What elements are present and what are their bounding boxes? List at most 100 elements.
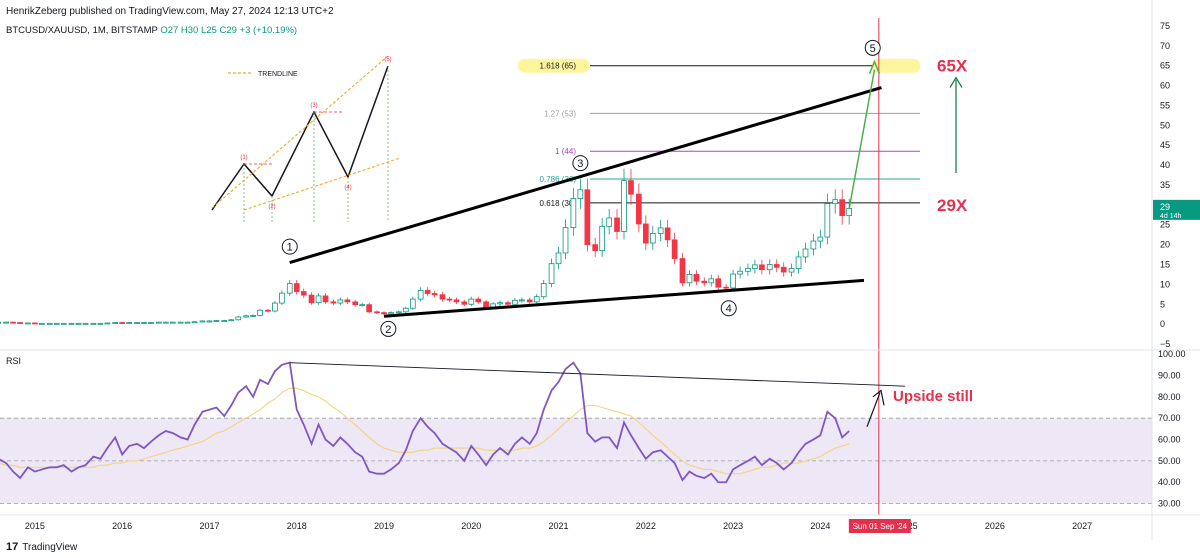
candle-body bbox=[141, 322, 147, 324]
rsi-axis-tick: 50.00 bbox=[1158, 456, 1181, 466]
fib-level-label: 1.618 (65) bbox=[540, 62, 577, 71]
time-cursor-label: Sun 01 Sep '24 bbox=[853, 522, 908, 531]
price-axis-tick: 70 bbox=[1160, 41, 1170, 51]
candle-body bbox=[606, 217, 613, 227]
candle-body bbox=[177, 321, 184, 324]
annotation-65x: 65X bbox=[937, 57, 968, 76]
candle-body bbox=[228, 319, 235, 322]
candle-body bbox=[0, 321, 2, 324]
rsi-divergence-line bbox=[289, 362, 906, 387]
candle-body bbox=[555, 252, 562, 265]
wave-label: 1 bbox=[287, 242, 293, 254]
price-axis-tick: 5 bbox=[1160, 299, 1165, 309]
candle-body bbox=[505, 302, 511, 305]
price-axis-tick: 40 bbox=[1160, 160, 1170, 170]
candle-body bbox=[366, 304, 373, 313]
candle-body bbox=[148, 322, 154, 324]
rsi-axis-tick: 70.00 bbox=[1158, 413, 1181, 423]
candle-body bbox=[730, 273, 736, 289]
candle-body bbox=[53, 322, 60, 325]
wave-label: 4 bbox=[726, 303, 732, 315]
candle-body bbox=[126, 322, 133, 324]
candle-body bbox=[475, 298, 482, 303]
candle-body bbox=[293, 283, 300, 292]
candle-body bbox=[562, 227, 569, 254]
price-axis-tick: 50 bbox=[1160, 120, 1170, 130]
candle-body bbox=[82, 322, 89, 325]
tradingview-logo-icon: 17 bbox=[6, 541, 19, 553]
time-axis-label: 2018 bbox=[287, 521, 307, 531]
candle-body bbox=[359, 304, 366, 307]
candle-body bbox=[395, 311, 402, 314]
candle-body bbox=[409, 298, 416, 309]
candle-body bbox=[119, 322, 126, 324]
time-axis-label: 2016 bbox=[112, 521, 132, 531]
inset-wave-label: (1) bbox=[240, 155, 247, 161]
candle-body bbox=[621, 180, 627, 232]
rsi-line bbox=[0, 361, 850, 484]
inset-upper-trend bbox=[211, 55, 389, 209]
candle-body bbox=[191, 321, 198, 324]
candle-body bbox=[337, 299, 344, 304]
price-axis-tick: −5 bbox=[1160, 339, 1170, 349]
candle-body bbox=[752, 264, 758, 269]
rsi-axis-tick: 60.00 bbox=[1158, 435, 1181, 445]
candle-body bbox=[352, 301, 359, 306]
wave-label-circle bbox=[864, 39, 881, 56]
candle-body bbox=[737, 270, 743, 275]
ohlc-values: O27 H30 L25 C29 +3 (+10.19%) bbox=[160, 25, 298, 36]
candle-body bbox=[199, 320, 206, 323]
candle-body bbox=[300, 291, 307, 296]
candle-body bbox=[519, 299, 525, 302]
candle-body bbox=[802, 248, 809, 258]
candle-body bbox=[686, 274, 693, 284]
inset-wave-label: (5) bbox=[384, 57, 391, 63]
fib-level-label: 0.618 (30) bbox=[540, 199, 577, 208]
candle-body bbox=[635, 193, 642, 225]
inset-wave-label: (3) bbox=[310, 103, 317, 109]
candle-body bbox=[526, 299, 533, 303]
candle-body bbox=[374, 311, 380, 314]
candle-body bbox=[39, 322, 45, 325]
price-axis-tick: 0 bbox=[1160, 319, 1165, 329]
candle-body bbox=[17, 322, 23, 324]
upper-trendline bbox=[289, 86, 882, 264]
candle-body bbox=[424, 289, 431, 294]
lower-trendline bbox=[383, 278, 865, 318]
inset-wave-label: (4) bbox=[344, 185, 351, 191]
candle-body bbox=[497, 302, 503, 305]
candle-body bbox=[206, 320, 213, 323]
candle-body bbox=[235, 316, 242, 321]
candle-body bbox=[679, 258, 686, 284]
price-axis-tick: 55 bbox=[1160, 100, 1170, 110]
wave5-arrowhead bbox=[868, 59, 881, 74]
candle-body bbox=[417, 289, 424, 300]
candle-body bbox=[431, 293, 438, 296]
target-arrowhead bbox=[949, 76, 963, 88]
rsi-axis-tick: 40.00 bbox=[1158, 477, 1181, 487]
time-axis-label: 2021 bbox=[549, 521, 569, 531]
rsi-axis-tick: 80.00 bbox=[1158, 392, 1181, 402]
candle-body bbox=[279, 292, 285, 304]
candle-body bbox=[599, 225, 606, 251]
published-header: HenrikZeberg published on TradingView.co… bbox=[6, 6, 334, 17]
candle-body bbox=[184, 321, 191, 324]
candle-body bbox=[577, 189, 584, 199]
candle-body bbox=[723, 286, 729, 289]
candle-body bbox=[221, 320, 228, 322]
annotation-upside-still: Upside still bbox=[893, 388, 973, 405]
wave5-projection-line bbox=[848, 69, 876, 209]
candle-body bbox=[708, 278, 715, 284]
rsi-pane bbox=[0, 361, 1152, 504]
price-axis-tick: 10 bbox=[1160, 279, 1170, 289]
candle-body bbox=[257, 309, 263, 316]
time-axis-label: 2019 bbox=[374, 521, 394, 531]
candle-body bbox=[832, 199, 839, 205]
candle-body bbox=[388, 312, 394, 315]
candle-body bbox=[250, 314, 256, 317]
target-highlight bbox=[872, 58, 920, 73]
candle-body bbox=[104, 322, 111, 325]
candle-body bbox=[512, 299, 518, 305]
